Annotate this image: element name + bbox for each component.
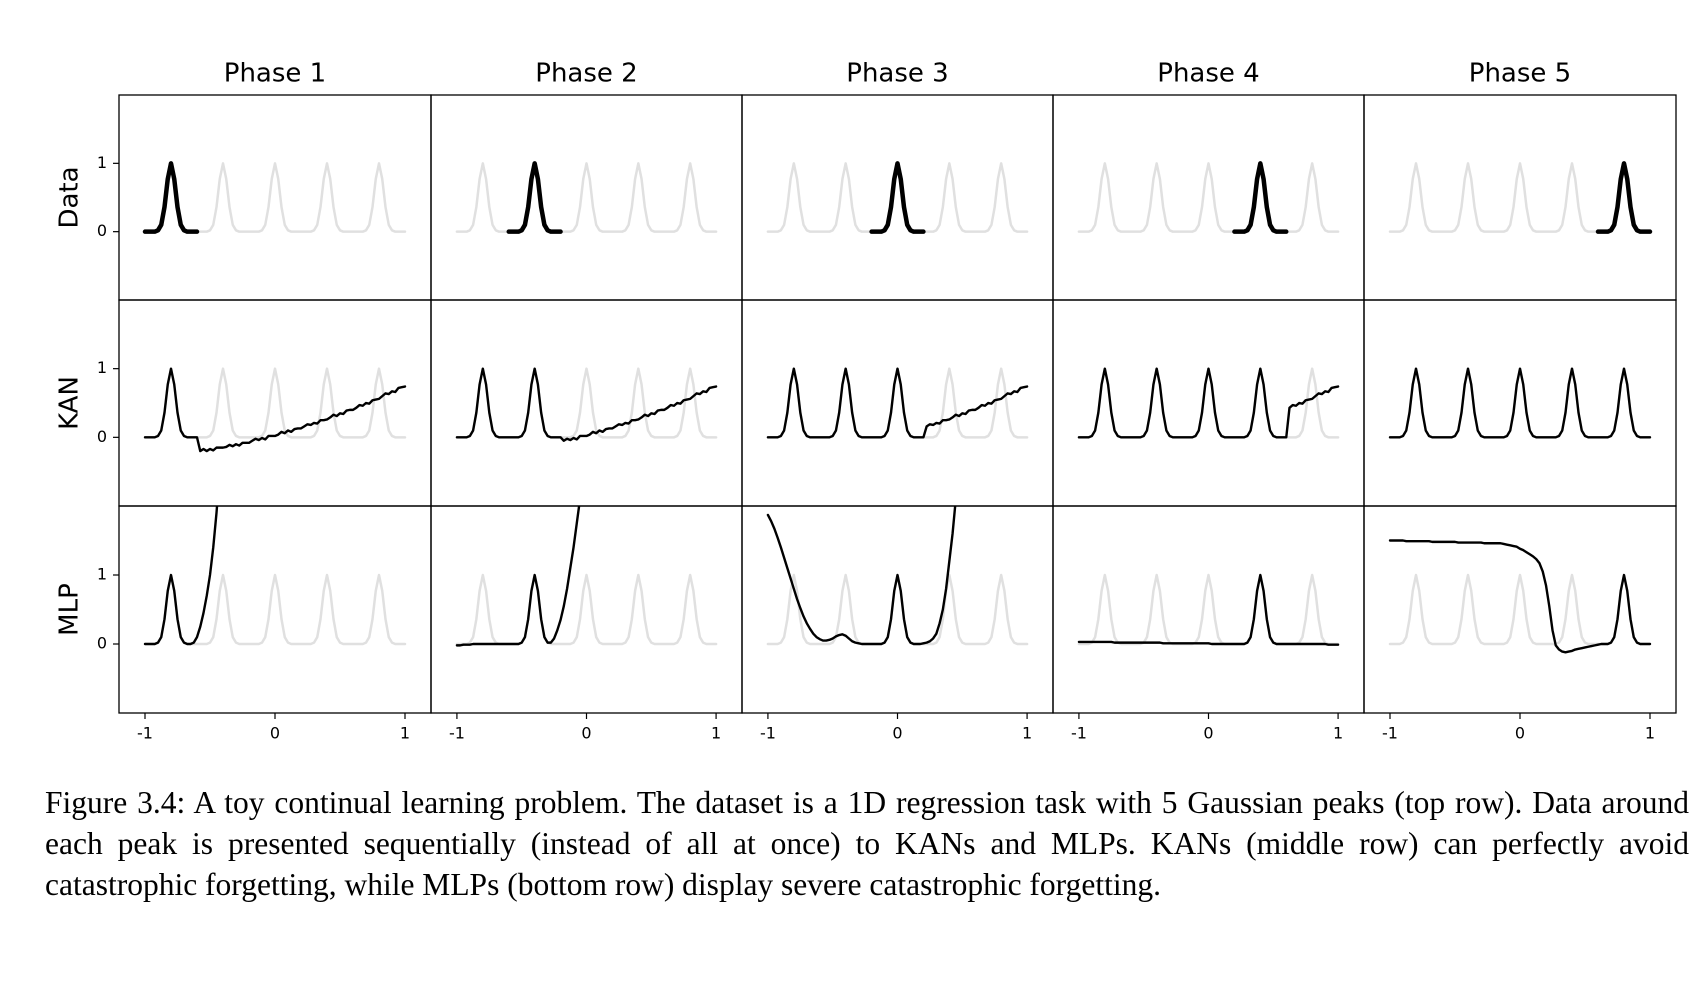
panel (1077, 573, 1340, 646)
y-tick-label: 0 (97, 634, 107, 653)
x-tick-label: 1 (1645, 724, 1655, 743)
model-line (766, 506, 957, 646)
reference-line (143, 162, 407, 233)
model-line (143, 506, 219, 646)
panel (142, 161, 407, 234)
x-tick-label: 0 (270, 724, 280, 743)
model-line (506, 161, 563, 234)
panel (143, 367, 407, 453)
x-tick-label: -1 (449, 724, 465, 743)
column-title: Phase 4 (1157, 59, 1259, 89)
panel (455, 506, 718, 647)
x-tick-label: 0 (1203, 724, 1213, 743)
column-title: Phase 2 (535, 59, 637, 89)
column-title: Phase 5 (1469, 59, 1571, 89)
y-tick-label: 1 (97, 153, 107, 172)
y-tick-label: 0 (97, 221, 107, 240)
y-tick-label: 1 (97, 565, 107, 584)
row-label: Data (55, 166, 85, 228)
row-label: KAN (55, 376, 85, 430)
panel (1077, 161, 1340, 234)
model-line (143, 367, 407, 453)
model-line (1388, 539, 1652, 654)
x-tick-label: -1 (137, 724, 153, 743)
x-tick-label: 1 (1333, 724, 1343, 743)
model-line (766, 367, 1029, 439)
model-line (1077, 573, 1340, 646)
panel (766, 367, 1029, 439)
reference-line (1077, 573, 1340, 646)
reference-line (1388, 367, 1652, 439)
reference-line (766, 573, 1029, 646)
reference-line (1388, 162, 1652, 233)
model-line (455, 506, 581, 647)
x-tick-label: 1 (400, 724, 410, 743)
x-tick-label: 1 (711, 724, 721, 743)
x-tick-label: -1 (1382, 724, 1398, 743)
reference-line (1388, 573, 1652, 646)
panel (1388, 367, 1652, 439)
x-tick-label: 1 (1022, 724, 1032, 743)
column-title: Phase 3 (846, 59, 948, 89)
reference-line (455, 162, 718, 233)
panel (766, 506, 1029, 646)
panel (143, 506, 407, 646)
panel (455, 161, 718, 234)
model-line (1595, 161, 1653, 234)
figure: Phase 1 Phase 2 Phase 3 Phase 4 Phase 5 Data 0… (55, 59, 1677, 743)
x-tick-label: 0 (892, 724, 902, 743)
panel (1388, 161, 1653, 234)
x-tick-label: -1 (1071, 724, 1087, 743)
model-line (1232, 161, 1289, 234)
x-tick-label: 0 (1515, 724, 1525, 743)
model-line (869, 161, 926, 234)
panel (1077, 367, 1340, 439)
model-line (1077, 367, 1340, 439)
y-tick-label: 0 (97, 427, 107, 446)
reference-line (143, 573, 407, 646)
caption: Figure 3.4: A toy continual learning pro… (45, 785, 1689, 902)
model-line (455, 367, 718, 442)
row-label: MLP (55, 583, 85, 636)
panel (1388, 539, 1652, 654)
x-tick-label: 0 (581, 724, 591, 743)
panel (455, 367, 718, 442)
reference-line (1077, 162, 1340, 233)
x-tick-label: -1 (760, 724, 776, 743)
reference-line (455, 573, 718, 646)
model-line (142, 161, 200, 234)
panel (766, 161, 1029, 234)
model-line (1388, 367, 1652, 439)
column-title: Phase 1 (224, 59, 326, 89)
y-tick-label: 1 (97, 358, 107, 377)
